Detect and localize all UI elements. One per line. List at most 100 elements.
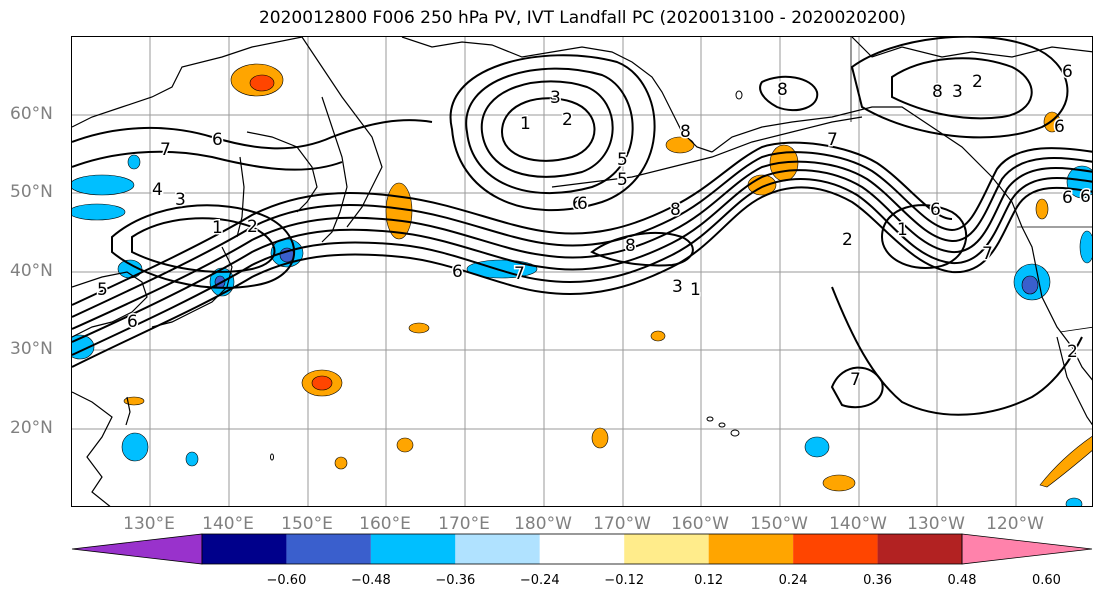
ivt-positive-core bbox=[311, 375, 333, 391]
ivt-positive-region bbox=[665, 136, 695, 154]
coast-arctic bbox=[851, 37, 1092, 58]
pv-contour-jet bbox=[72, 141, 953, 306]
colorbar-segment bbox=[624, 534, 709, 564]
pv-contour-northwest bbox=[72, 150, 343, 171]
colorbar-tick-label: −0.12 bbox=[604, 573, 645, 588]
graticule bbox=[72, 37, 1092, 506]
pv-contour-jet bbox=[72, 177, 1092, 356]
contour-label: 3 bbox=[550, 88, 561, 108]
pv-contour-northeast bbox=[891, 57, 1033, 120]
lon-label-170e: 170°E bbox=[438, 514, 490, 534]
contour-label: 3 bbox=[672, 277, 683, 297]
island-hawaii bbox=[706, 416, 714, 422]
pv-contour-low-ring bbox=[465, 67, 634, 195]
colorbar-segment bbox=[202, 534, 287, 564]
coast-northamerica-west bbox=[1021, 226, 1092, 381]
colorbar-segment bbox=[539, 534, 625, 564]
contour-label: 1 bbox=[690, 280, 701, 300]
island-hawaii bbox=[718, 422, 726, 428]
coast-bajacalifornia bbox=[1056, 336, 1092, 426]
coast-siberia-east bbox=[301, 37, 383, 228]
ivt-positive-region bbox=[408, 322, 430, 334]
contour-label: 2 bbox=[562, 110, 573, 130]
colorbar-tick-label: −0.24 bbox=[519, 573, 560, 588]
contour-label: 2 bbox=[1067, 342, 1078, 362]
colorbar-tick-label: 0.12 bbox=[694, 573, 724, 588]
contour-label: 8 bbox=[670, 200, 681, 220]
ivt-positive-region bbox=[396, 437, 414, 453]
contour-label: 8 bbox=[932, 82, 943, 102]
island-hawaii bbox=[730, 429, 740, 437]
contour-label: 7 bbox=[850, 370, 861, 390]
lon-label-160e: 160°E bbox=[359, 514, 411, 534]
lon-label-160w: 160°W bbox=[671, 514, 729, 534]
pv-contour-subtropical bbox=[831, 286, 1083, 416]
contour-label: 7 bbox=[160, 140, 171, 160]
islands bbox=[270, 90, 743, 461]
contour-labels: 1 2 3 7 6 4 3 1 2 5 6 6 7 6 5 8 8 8 3 1 … bbox=[96, 61, 1093, 392]
contour-label: 6 bbox=[212, 130, 223, 150]
coast-alaska-west bbox=[401, 37, 713, 153]
ivt-negative-region bbox=[804, 436, 830, 458]
contour-label: 8 bbox=[680, 122, 691, 142]
contour-label: 3 bbox=[175, 190, 186, 210]
lat-label-30n: 30°N bbox=[10, 339, 53, 359]
contour-label: 3 bbox=[952, 82, 963, 102]
lat-label-50n: 50°N bbox=[10, 182, 53, 202]
pv-contour-low-ring bbox=[480, 80, 614, 178]
contour-label: 1 bbox=[520, 114, 531, 134]
lon-label-150e: 150°E bbox=[281, 514, 333, 534]
coast-southchina bbox=[72, 391, 113, 506]
map-title: 2020012800 F006 250 hPa PV, IVT Landfall… bbox=[258, 8, 906, 28]
ivt-negative-region bbox=[127, 154, 141, 170]
pv-contour-jet bbox=[72, 147, 1092, 318]
ivt-positive-region bbox=[650, 330, 666, 342]
map-canvas: 1 2 3 7 6 4 3 1 2 5 6 6 7 6 5 8 8 8 3 1 … bbox=[72, 37, 1093, 506]
contour-label: 7 bbox=[982, 244, 993, 264]
ivt-positive-region bbox=[1039, 436, 1092, 488]
contour-label: 5 bbox=[97, 280, 108, 300]
colorbar bbox=[71, 533, 1093, 565]
coast-alaska-south bbox=[711, 106, 1023, 228]
lat-label-40n: 40°N bbox=[10, 261, 53, 281]
ivt-positive-region bbox=[123, 396, 145, 406]
ivt-positive-region bbox=[334, 456, 348, 470]
contour-label: 5 bbox=[617, 150, 628, 170]
map-panel[interactable]: 1 2 3 7 6 4 3 1 2 5 6 6 7 6 5 8 8 8 3 1 … bbox=[71, 36, 1093, 507]
ivt-negative-region bbox=[185, 451, 199, 467]
lon-label-180w: 180°W bbox=[514, 514, 572, 534]
coast-korea-china bbox=[72, 271, 148, 338]
colorbar-outline bbox=[201, 533, 963, 565]
colorbar-segment bbox=[370, 534, 456, 564]
colorbar-segment bbox=[708, 534, 794, 564]
coast-asia bbox=[72, 37, 303, 128]
pv-contour-low-ring bbox=[449, 54, 656, 212]
colorbar-tick-label: −0.48 bbox=[350, 573, 391, 588]
contour-label: 6 bbox=[930, 200, 941, 220]
ivt-negative-region bbox=[1079, 230, 1092, 264]
colorbar-segment bbox=[286, 534, 371, 564]
lon-label-150w: 150°W bbox=[750, 514, 808, 534]
ivt-positive-region bbox=[1035, 198, 1049, 220]
colorbar-extension-low bbox=[71, 533, 203, 565]
lat-label-20n: 20°N bbox=[10, 418, 53, 438]
contour-label: 2 bbox=[247, 217, 258, 237]
ivt-positive-core bbox=[249, 74, 275, 92]
colorbar-tick-label: 0.60 bbox=[1031, 573, 1061, 588]
ivt-positive-region bbox=[822, 474, 856, 492]
lon-label-170w: 170°W bbox=[593, 514, 651, 534]
coast-okhotsk bbox=[246, 131, 318, 213]
contour-label: 1 bbox=[897, 220, 908, 240]
colorbar-segment bbox=[455, 534, 540, 564]
lon-label-140w: 140°W bbox=[829, 514, 887, 534]
contour-label: 8 bbox=[777, 80, 788, 100]
pv-contour-jet bbox=[72, 157, 1092, 330]
contour-label: 4 bbox=[152, 180, 163, 200]
contour-label: 6 bbox=[577, 194, 588, 214]
lon-label-140e: 140°E bbox=[202, 514, 254, 534]
ivt-positive-region bbox=[591, 427, 609, 449]
ivt-negative-region bbox=[1065, 497, 1083, 506]
contour-label: 6 bbox=[1062, 62, 1073, 82]
colorbar-tick-label: −0.36 bbox=[435, 573, 476, 588]
contour-label: 8 bbox=[625, 236, 636, 256]
